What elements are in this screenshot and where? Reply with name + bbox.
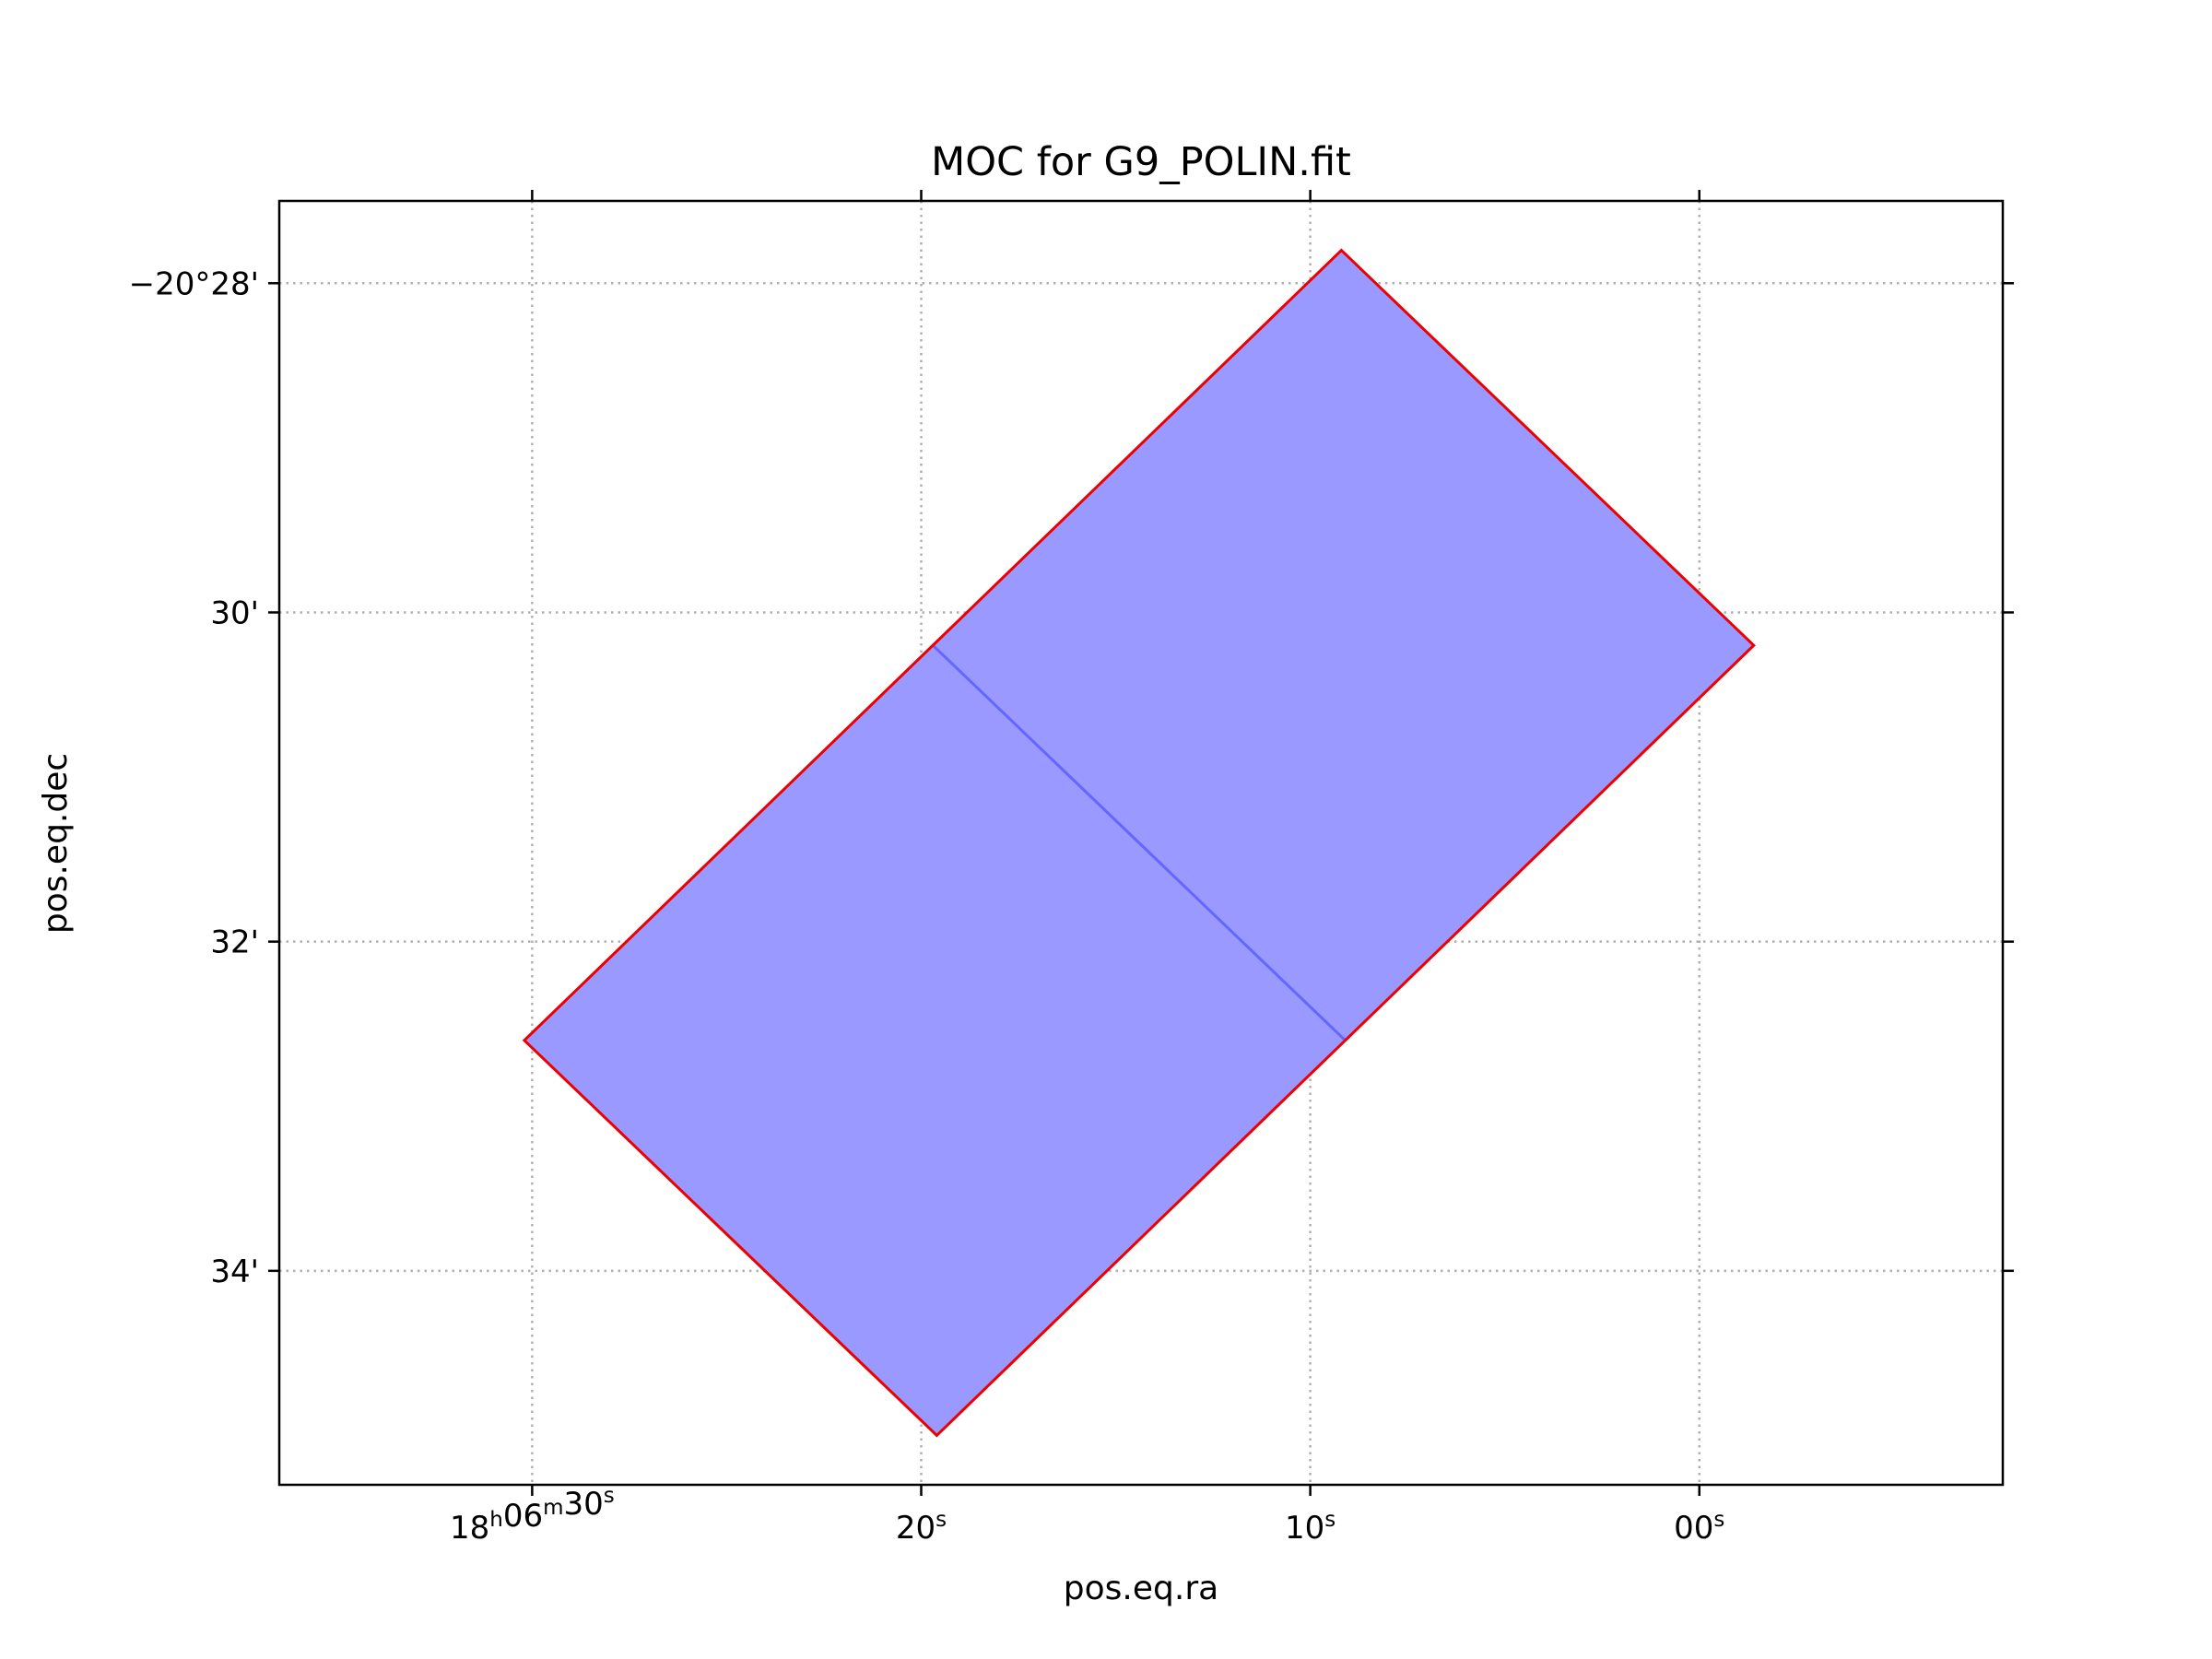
y-tick-label-1: 30' [210,594,259,631]
moc-cells [522,248,1756,1438]
x-tick-label-2: 10s [1285,1508,1335,1547]
x-tick-label-0: 18h06m30s [450,1484,615,1547]
y-tick-label-2: 32' [210,924,259,961]
x-axis-title: pos.eq.ra [1064,1570,1218,1607]
chart-title: MOC for G9_POLIN.fit [931,139,1351,185]
y-tick-label-3: 34' [210,1253,259,1290]
y-tick-label-0: −20°28' [129,265,259,302]
x-tick-label-1: 20s [896,1508,947,1547]
x-tick-label-3: 00s [1674,1508,1724,1547]
moc-outline [522,248,1756,1438]
axis-ticks: 18h06m30s 20s 10s 00s −20°28' 30' 32' 34' [129,190,2014,1547]
cell-shared-edge [932,644,1347,1041]
plot-frame [277,199,2005,1487]
y-axis-title: pos.eq.dec [37,753,75,934]
